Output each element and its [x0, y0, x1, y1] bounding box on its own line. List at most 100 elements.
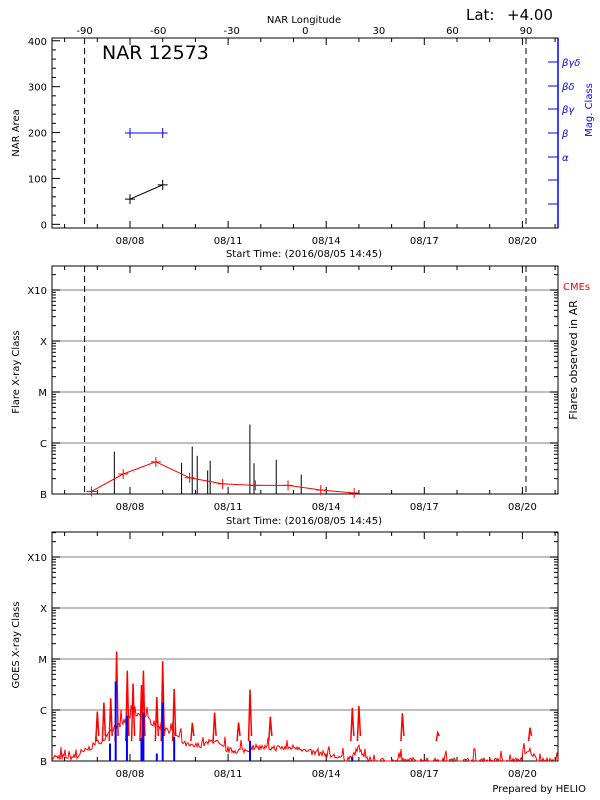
goes-flare-peak: [527, 727, 533, 742]
y-tick-label: 200: [28, 129, 47, 140]
y-tick-label: C: [40, 439, 47, 450]
goes-short-channel-spike: [351, 756, 354, 761]
y-tick-label: X: [40, 337, 47, 348]
goes-flare-peak: [171, 688, 177, 742]
area-point: [157, 179, 168, 190]
y-tick-label: 100: [28, 174, 47, 185]
panel2-ylabel-right: Flares observed in AR: [567, 300, 580, 420]
x-tick-label: 08/17: [410, 502, 439, 513]
goes-flare-peak: [400, 713, 405, 742]
goes-flare-peak: [95, 711, 100, 742]
goes-short-channel-spike: [114, 681, 117, 761]
y-tick-label: 300: [28, 83, 47, 94]
flare-count-point: [283, 480, 294, 491]
y-tick-label: 400: [28, 37, 47, 48]
area-point: [125, 194, 136, 205]
y-tick-label: B: [40, 490, 47, 501]
x-tick-label: 08/11: [214, 769, 243, 780]
y-tick-label: C: [40, 706, 47, 717]
goes-short-channel-spike: [249, 740, 252, 761]
mag-class-label: βγ: [561, 105, 575, 116]
x-tick-label: 08/20: [508, 236, 537, 247]
x-tick-label: 08/08: [116, 236, 145, 247]
x-tick-label: 08/08: [116, 769, 145, 780]
goes-flare-peak: [154, 696, 160, 742]
flare-count-point: [118, 469, 129, 479]
y-tick-label: X: [40, 604, 47, 615]
x-tick-label: 08/17: [410, 236, 439, 247]
x-tick-label: 08/14: [312, 236, 341, 247]
longitude-tick-label: 30: [372, 26, 385, 37]
goes-short-channel-spike: [109, 743, 112, 761]
goes-short-channel-spike: [142, 712, 145, 761]
panel3-ylabel: GOES X-ray Class: [11, 601, 22, 688]
goes-flare-peak: [350, 707, 355, 742]
goes-flare-peak: [236, 722, 241, 742]
longitude-tick-label: 90: [520, 26, 533, 37]
flare-count-point: [250, 480, 261, 491]
latitude-label: Lat:: [466, 6, 494, 24]
y-tick-label: 0: [41, 220, 47, 231]
goes-flare-peak: [356, 705, 362, 742]
x-tick-label: 08/20: [508, 769, 537, 780]
flare-count-point: [150, 456, 161, 467]
x-tick-label: 08/17: [410, 769, 439, 780]
mag-class-point: [125, 128, 136, 138]
panel1-title: NAR 12573: [102, 42, 209, 64]
goes-short-channel-spike: [161, 702, 164, 761]
y-tick-label: M: [38, 655, 47, 666]
panel-flares: B C M X X10 08/08 08/11 08/14 08/17 08/20: [27, 265, 559, 513]
x-tick-label: 08/20: [508, 502, 537, 513]
credit-text: Prepared by HELIO: [492, 784, 586, 795]
latitude-value: +4.00: [507, 6, 553, 24]
goes-flare-peak: [212, 712, 217, 742]
panel-goes: B C M X X10 08/08 08/11 08/14 08/17 08/20: [27, 531, 559, 780]
goes-flare-peak: [101, 702, 107, 742]
longitude-tick-label: 60: [446, 26, 459, 37]
y-tick-label: B: [40, 757, 47, 768]
y-tick-label: X10: [27, 286, 47, 297]
goes-short-channel-spike: [173, 736, 176, 761]
x-tick-label: 08/14: [312, 769, 341, 780]
x-tick-label: 08/14: [312, 502, 341, 513]
top-axis-title: NAR Longitude: [267, 15, 341, 26]
y-tick-label: X10: [27, 553, 47, 564]
goes-flare-peak: [108, 698, 113, 742]
panel1-ylabel-right: Mag. Class: [584, 83, 595, 137]
x-tick-label: 08/11: [214, 236, 243, 247]
goes-short-channel-spike: [125, 715, 128, 761]
x-tick-label: 08/08: [116, 502, 145, 513]
panel1-ylabel: NAR Area: [11, 109, 22, 156]
flare-count-point: [184, 472, 195, 483]
goes-flare-peak: [190, 722, 195, 742]
flare-count-point: [315, 484, 326, 495]
flare-count-point: [217, 478, 228, 489]
mag-class-label: β: [561, 129, 569, 140]
goes-long-channel-line: [51, 705, 559, 763]
flare-count-point: [349, 488, 360, 498]
goes-short-channel-spike: [155, 753, 158, 761]
panel-nar-area: 0 100 200 300 400 -90 -60 -30 0 30 60 90 08/08 08/11 0…: [28, 26, 581, 247]
mag-class-label: βγδ: [561, 58, 580, 69]
mag-class-point: [157, 128, 168, 138]
panel2-xlabel: Start Time: (2016/08/05 14:45): [226, 516, 382, 527]
longitude-tick-label: -90: [76, 26, 92, 37]
goes-flare-peak: [268, 716, 273, 742]
longitude-tick-label: 0: [302, 26, 308, 37]
area-line: [129, 184, 163, 200]
longitude-tick-label: -60: [150, 26, 166, 37]
goes-flare-peak: [247, 689, 253, 742]
panel2-ylabel: Flare X-ray Class: [11, 330, 22, 414]
plot-frame: [51, 265, 559, 495]
plot-frame: [51, 531, 559, 762]
panel1-xlabel: Start Time: (2016/08/05 14:45): [226, 249, 382, 260]
x-tick-label: 08/11: [214, 502, 243, 513]
flare-count-point: [86, 486, 97, 497]
longitude-tick-label: -30: [224, 26, 240, 37]
goes-flare-peak: [435, 730, 440, 742]
y-tick-label: M: [38, 388, 47, 399]
cme-label: CMEs: [563, 282, 590, 293]
goes-short-channel-spike: [140, 738, 143, 761]
